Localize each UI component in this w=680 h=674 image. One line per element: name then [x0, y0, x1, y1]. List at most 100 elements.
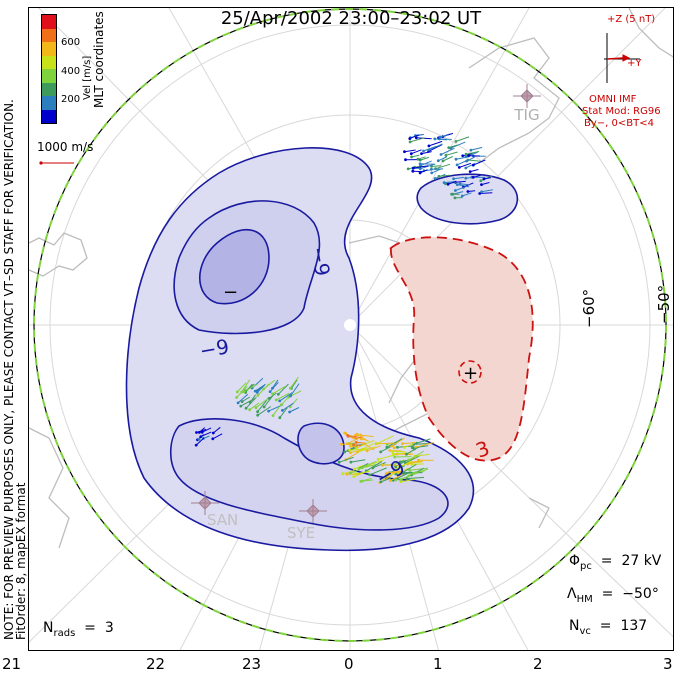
- negative-cell: [125, 147, 519, 552]
- velocity-vector: [479, 192, 493, 194]
- velocity-vector: [377, 454, 397, 460]
- velocity-vector: [375, 442, 395, 445]
- velocity-vector: [355, 471, 370, 475]
- velocity-vector: [481, 189, 493, 193]
- coastline-northeast: [628, 8, 673, 58]
- velocity-vector: [392, 459, 405, 466]
- stat-n-vc: Nvc = 137: [569, 618, 647, 637]
- imf-by-label: +Y: [627, 58, 642, 69]
- scale-vector-label: 1000 m/s: [37, 140, 94, 154]
- colorbar-tick-200: 200: [61, 94, 81, 105]
- velocity-vector: [421, 151, 432, 155]
- imf-source: OMNI IMF: [589, 94, 637, 105]
- velocity-vector: [289, 407, 300, 413]
- velocity-vector: [438, 174, 451, 177]
- velocity-vector: [467, 159, 481, 162]
- convection-map: TIG SAN SYE −9 −9 −9 3 − + −60° −50°: [29, 8, 673, 650]
- coastline-southwest: [29, 427, 70, 549]
- velocity-vector: [407, 460, 419, 465]
- velocity-vector: [257, 399, 268, 413]
- vector-origin: [437, 174, 441, 178]
- contour-label-middle: −9: [198, 334, 231, 363]
- velocity-vector: [195, 437, 205, 446]
- imf-dial: [604, 33, 640, 83]
- velocity-vector: [350, 469, 360, 474]
- velocity-vector: [201, 427, 212, 433]
- vector-origin: [464, 152, 468, 156]
- velocity-vector: [391, 437, 405, 447]
- imf-bz-label: +Z (5 nT): [607, 14, 656, 25]
- contour-label-upper: −9: [306, 245, 335, 278]
- velocity-vector: [369, 467, 387, 476]
- velocity-vector: [456, 160, 467, 166]
- stat-equals: =: [595, 618, 616, 634]
- velocity-vector: [402, 442, 417, 445]
- stat-nrads-symbol: Nrads: [43, 620, 76, 639]
- station-san-label: SAN: [207, 511, 238, 529]
- velocity-vector: [481, 182, 490, 186]
- velocity-vector: [350, 445, 360, 448]
- contour-positive-core: [458, 360, 482, 384]
- velocity-vector: [241, 396, 251, 403]
- velocity-vector: [289, 398, 298, 408]
- mlt-tick-23: 23: [242, 655, 262, 673]
- vector-origin: [454, 157, 458, 161]
- velocity-vector: [444, 181, 455, 184]
- velocity-vector: [473, 174, 481, 178]
- imf-model: Stat Mod: RG96: [582, 106, 661, 117]
- velocity-vector: [263, 393, 275, 408]
- velocity-vector: [453, 176, 464, 180]
- contour-positive-outer: [390, 236, 534, 462]
- vector-origin: [403, 150, 406, 154]
- vector-origin: [464, 176, 468, 180]
- velocity-vector: [236, 382, 247, 393]
- velocity-vector: [439, 134, 450, 138]
- velocity-vector: [404, 149, 416, 153]
- velocity-vector: [354, 464, 365, 470]
- velocity-vector: [290, 383, 300, 397]
- colorbar-segment: [42, 14, 56, 29]
- positive-cell: [390, 236, 534, 462]
- velocity-vector: [365, 461, 383, 472]
- vector-origin: [461, 154, 465, 158]
- station-san-marker: [191, 491, 219, 515]
- velocity-vector: [404, 443, 415, 448]
- velocity-vector: [435, 163, 451, 170]
- velocity-vector: [277, 383, 289, 395]
- velocity-vector: [353, 444, 362, 447]
- meridian-11: [349, 8, 530, 326]
- colorbar-segment: [42, 55, 56, 69]
- mlt-tick-1: 1: [433, 655, 443, 673]
- velocity-vector: [382, 472, 396, 479]
- velocity-vector: [414, 453, 430, 457]
- velocity-vector: [420, 156, 430, 161]
- imf-condition: By−, 0<BT<4: [584, 118, 654, 129]
- velocity-vector: [405, 454, 422, 464]
- velocity-vector: [241, 379, 251, 393]
- velocity-vector: [255, 398, 269, 409]
- contour-negative-core: [198, 228, 270, 305]
- velocity-vector: [363, 443, 375, 451]
- velocity-vector: [272, 379, 279, 389]
- stat-lambda-value: −50°: [622, 586, 659, 602]
- velocity-vector: [409, 134, 420, 140]
- velocity-vector: [438, 156, 448, 162]
- velocity-vector: [357, 433, 369, 442]
- velocity-vector: [483, 177, 492, 180]
- latitude-label-50: −50°: [655, 285, 673, 324]
- velocity-vector: [388, 470, 404, 474]
- velocity-vector: [372, 462, 386, 469]
- velocity-vector: [447, 180, 457, 185]
- velocity-vector: [406, 476, 425, 480]
- velocity-vector: [243, 383, 258, 393]
- velocity-vector: [459, 162, 472, 168]
- velocity-vector: [417, 156, 426, 160]
- colorbar-tick-400: 400: [61, 66, 81, 77]
- velocity-vector: [199, 427, 206, 433]
- fit-order-info: FitOrder: 8, mapEX format: [14, 482, 28, 640]
- velocity-colorbar: [41, 14, 57, 124]
- potential-minimum-marker: −: [223, 282, 238, 303]
- velocity-vector: [358, 460, 377, 470]
- velocity-vector: [470, 146, 483, 151]
- velocity-vector: [419, 169, 428, 174]
